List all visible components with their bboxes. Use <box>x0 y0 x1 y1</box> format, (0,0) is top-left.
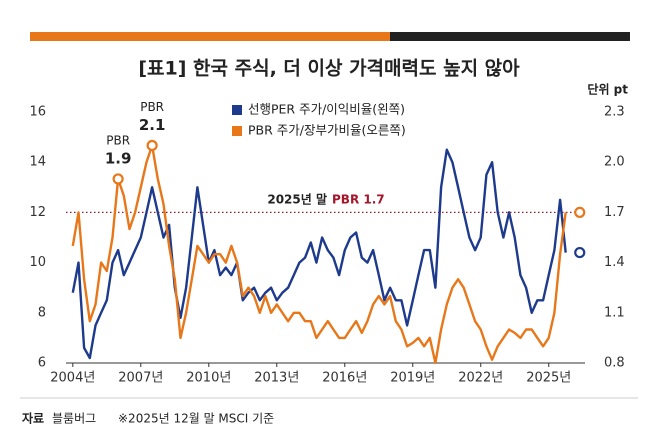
legend-swatch <box>232 126 242 136</box>
series-line <box>71 148 567 360</box>
x-tick-label: 2016년 <box>322 371 367 386</box>
y-tick-label: 14 <box>29 155 46 170</box>
x-tick-label: 2022년 <box>458 371 503 386</box>
legend-label: 선행PER 주가/이익비율(왼쪽) <box>248 102 405 117</box>
y2-tick-label: 0.8 <box>604 356 625 371</box>
header-bar <box>30 32 390 41</box>
reference-label-text: 2025년 말 <box>267 192 327 206</box>
source-label: 자료 <box>22 411 44 426</box>
end-marker <box>574 206 586 218</box>
header-bar <box>390 32 630 41</box>
x-tick-label: 2025년 <box>526 371 571 386</box>
annotation-value: 2.1 <box>139 116 166 134</box>
reference-label-highlight: PBR 1.7 <box>332 192 385 206</box>
annotation-text: PBR <box>106 133 130 147</box>
x-tick-label: 2007년 <box>118 371 163 386</box>
annotation-marker <box>112 173 124 185</box>
y2-tick-label: 2.0 <box>604 155 625 170</box>
reference-label: 2025년 말 PBR 1.7 <box>267 192 384 206</box>
annotation-value: 1.9 <box>105 149 132 167</box>
end-marker <box>574 246 586 259</box>
y2-tick-label: 1.1 <box>604 305 625 320</box>
unit-label: 단위 pt <box>587 82 628 97</box>
y-tick-label: 8 <box>38 305 46 320</box>
source: 블룸버그 <box>52 412 96 426</box>
y-tick-label: 12 <box>29 205 46 220</box>
y2-tick-label: 2.3 <box>604 105 625 120</box>
y2-tick-label: 1.4 <box>604 255 625 270</box>
series-line <box>71 144 567 365</box>
y-tick-label: 6 <box>38 356 46 371</box>
note: ※2025년 12월 말 MSCI 기준 <box>118 412 274 426</box>
annotation-marker <box>146 139 158 152</box>
x-tick-label: 2019년 <box>390 371 435 386</box>
x-tick-label: 2013년 <box>254 371 299 386</box>
legend-swatch <box>232 105 242 115</box>
y-tick-label: 16 <box>29 105 46 120</box>
y2-tick-label: 1.7 <box>604 205 625 220</box>
legend-label: PBR 주가/장부가비율(오른쪽) <box>248 123 406 138</box>
annotation-text: PBR <box>140 100 164 114</box>
x-tick-label: 2004년 <box>50 371 95 386</box>
chart-title: [표1] 한국 주식, 더 이상 가격매력도 높지 않아 <box>138 58 520 80</box>
x-tick-label: 2010년 <box>186 371 231 386</box>
y-tick-label: 10 <box>29 255 46 270</box>
